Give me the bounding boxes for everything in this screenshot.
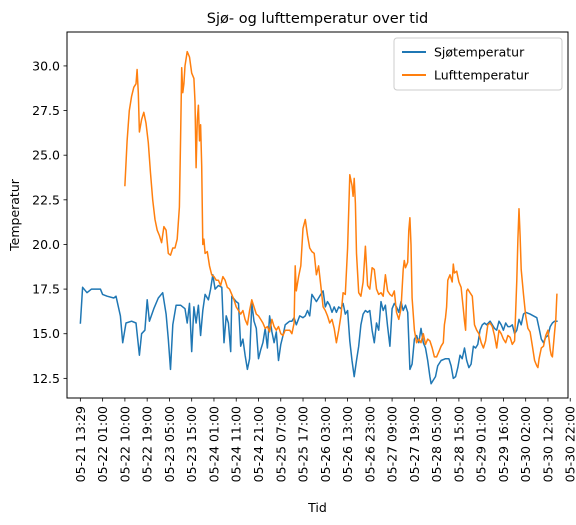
series-line-0 [79,274,558,385]
x-axis-label: Tid [307,500,327,515]
x-tick-label: 05-23 05:00 [162,406,177,482]
x-axis-ticks: 05-21 13:29 05-22 01:00 05-22 10:00 05-22 1… [73,398,576,482]
y-axis-ticks: 12.5 15.0 17.5 20.0 22.5 25.0 27.5 30.0 [32,58,67,386]
x-tick-label: 05-28 15:00 [451,406,466,482]
x-tick-label: 05-22 01:00 [95,406,110,482]
x-tick-label: 05-29 01:00 [474,406,489,482]
y-tick-label: 15.0 [32,326,60,341]
x-tick-label: 05-24 01:00 [207,406,222,482]
x-tick-label: 05-29 16:00 [496,406,511,482]
x-tick-label: 05-27 19:00 [407,406,422,482]
x-tick-label: 05-22 10:00 [117,406,132,482]
x-tick-label: 05-27 09:00 [385,406,400,482]
x-tick-label: 05-21 13:29 [73,406,88,482]
x-tick-label: 05-24 11:00 [229,406,244,482]
x-tick-label: 05-30 02:00 [518,406,533,482]
y-tick-label: 20.0 [32,237,60,252]
series-line-1 [124,50,558,369]
x-tick-label: 05-30 12:00 [541,406,556,482]
y-tick-label: 22.5 [32,192,60,207]
x-tick-label: 05-28 05:00 [429,406,444,482]
x-tick-label: 05-22 19:00 [140,406,155,482]
y-tick-label: 27.5 [32,103,60,118]
plot-frame [66,31,569,399]
plot-lines [79,50,558,385]
y-tick-label: 25.0 [32,148,60,163]
x-tick-label: 05-25 07:00 [273,406,288,482]
x-tick-label: 05-23 15:00 [184,406,199,482]
legend-label-sea: Sjøtemperatur [434,45,525,60]
x-tick-label: 05-25 17:00 [296,406,311,482]
legend-label-air: Lufttemperatur [434,68,530,83]
y-tick-label: 12.5 [32,371,60,386]
x-tick-label: 05-26 03:00 [318,406,333,482]
x-tick-label: 05-26 23:00 [362,406,377,482]
legend-box [393,37,563,91]
chart-title: Sjø- og lufttemperatur over tid [207,11,428,27]
x-tick-label: 05-30 22:00 [563,406,576,482]
y-tick-label: 17.5 [32,282,60,297]
y-tick-label: 30.0 [32,58,60,73]
x-tick-label: 05-24 21:00 [251,406,266,482]
x-tick-label: 05-26 13:00 [340,406,355,482]
y-axis-label: Temperatur [7,178,22,252]
legend: Sjøtemperatur Lufttemperatur [393,37,563,91]
